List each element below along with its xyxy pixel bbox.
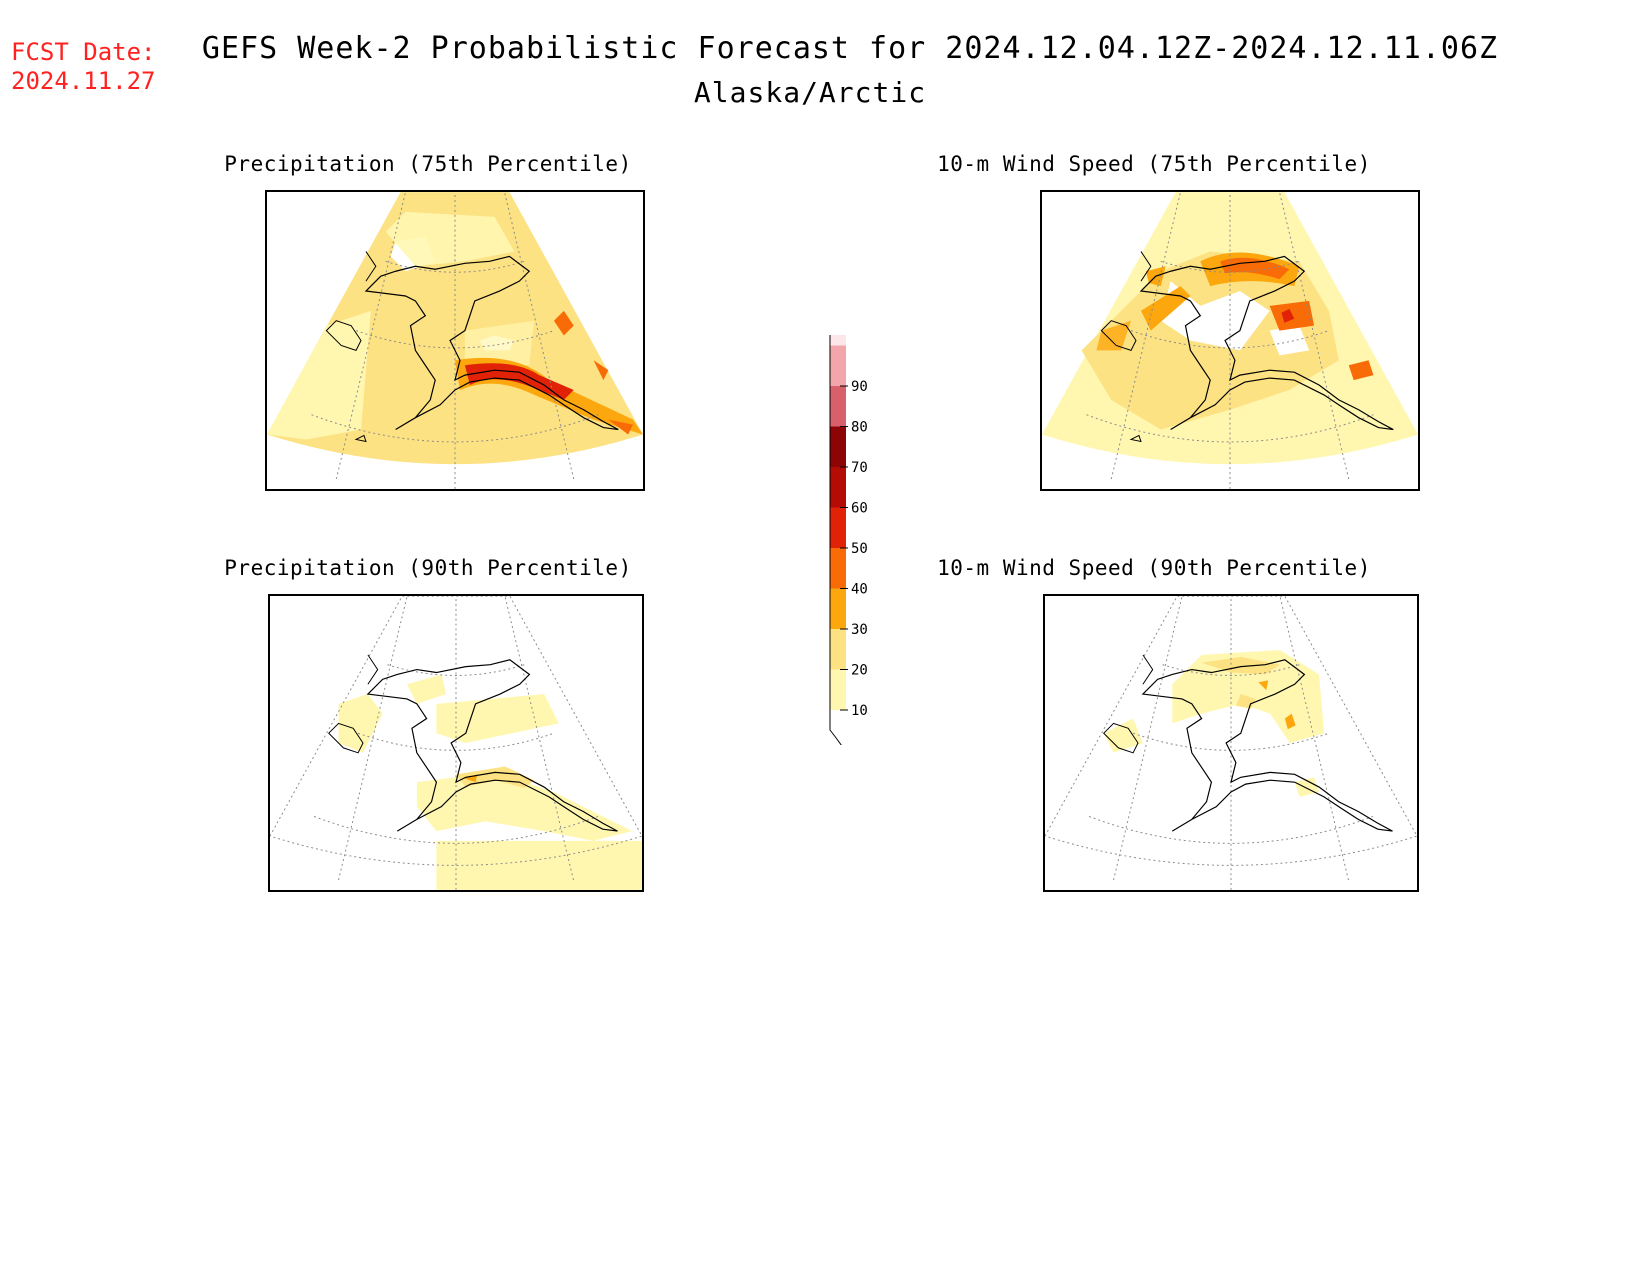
forecast-date-value: 2024.11.27 — [11, 67, 156, 95]
map-wind-90-graphic — [1045, 596, 1417, 890]
colorbar-label-10: 10 — [851, 703, 868, 719]
panel-title-wind-90: 10-m Wind Speed (90th Percentile) — [937, 556, 1371, 580]
colorbar-segment-40 — [830, 548, 846, 589]
colorbar-cap-bottom — [830, 710, 846, 752]
colorbar-label-20: 20 — [851, 663, 868, 679]
panel-title-wind-75: 10-m Wind Speed (75th Percentile) — [937, 152, 1371, 176]
forecast-date-label: FCST Date: 2024.11.27 — [11, 38, 156, 96]
figure-subtitle: Alaska/Arctic — [693, 76, 927, 109]
colorbar-label-50: 50 — [851, 541, 868, 557]
colorbar-segment-80 — [830, 386, 846, 427]
colorbar-label-60: 60 — [851, 501, 868, 517]
map-precip-75-graphic — [267, 192, 643, 489]
colorbar-segment-20 — [830, 629, 846, 670]
colorbar-segment-70 — [830, 426, 846, 467]
map-precip-90-graphic — [270, 596, 642, 890]
panel-title-precip-75: Precipitation (75th Percentile) — [224, 152, 632, 176]
forecast-date-heading: FCST Date: — [11, 38, 156, 66]
map-wind-90 — [1043, 594, 1419, 892]
map-precip-75 — [265, 190, 645, 491]
colorbar-label-80: 80 — [851, 420, 868, 436]
map-wind-75-graphic — [1042, 192, 1418, 489]
map-precip-90 — [268, 594, 644, 892]
colorbar-label-40: 40 — [851, 582, 868, 598]
colorbar-segment-10 — [830, 669, 846, 710]
figure-title: GEFS Week-2 Probabilistic Forecast for 2… — [201, 31, 1499, 66]
map-wind-75 — [1040, 190, 1420, 491]
colorbar-label-70: 70 — [851, 460, 868, 476]
colorbar-segment-60 — [830, 467, 846, 508]
colorbar-label-30: 30 — [851, 622, 868, 638]
colorbar: 10 20 30 40 50 60 70 80 90 — [820, 305, 890, 753]
colorbar-label-90: 90 — [851, 379, 868, 395]
colorbar-segment-30 — [830, 588, 846, 629]
colorbar-graphic: 10 20 30 40 50 60 70 80 90 — [829, 305, 868, 753]
colorbar-segment-50 — [830, 507, 846, 548]
panel-title-precip-90: Precipitation (90th Percentile) — [224, 556, 632, 580]
colorbar-cap-top — [830, 305, 846, 346]
colorbar-segment-90 — [830, 345, 846, 386]
